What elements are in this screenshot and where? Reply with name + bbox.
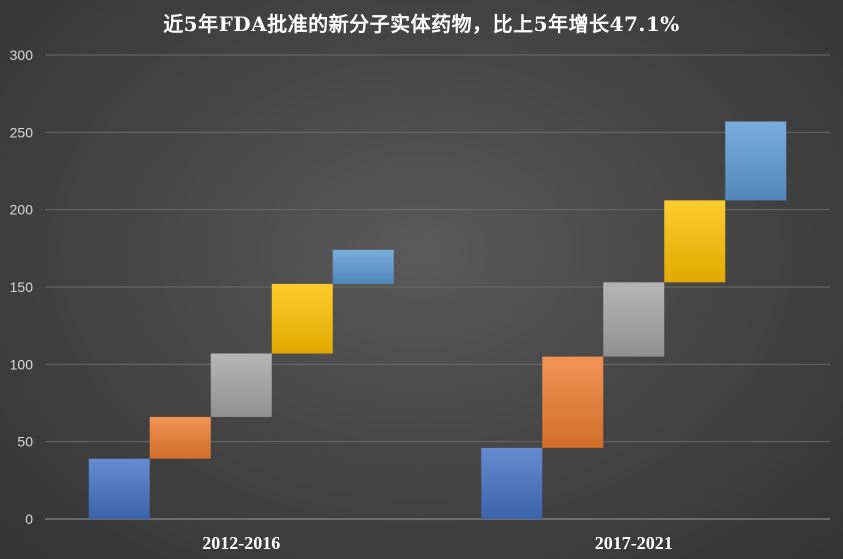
bar-segment (542, 356, 604, 448)
y-tick-label: 300 (10, 47, 34, 63)
bar-segment (725, 121, 787, 201)
y-axis-ticks: 0 50 100 150 200 250 300 (10, 47, 34, 527)
y-tick-label: 150 (10, 279, 34, 295)
chart-title: 近5年FDA批准的新分子实体药物，比上5年增长47.1% (163, 12, 680, 36)
bar-segment (210, 353, 272, 417)
x-tick-label: 2012-2016 (202, 533, 280, 553)
bar-segment (332, 249, 394, 284)
bars (88, 121, 787, 519)
bar-segment (481, 447, 543, 519)
bar-segment (149, 416, 211, 459)
y-tick-label: 0 (25, 511, 33, 527)
bar-segment (271, 283, 333, 354)
bar-segment (88, 458, 150, 519)
y-tick-label: 250 (10, 124, 34, 140)
x-axis-ticks: 2012-2016 2017-2021 (202, 533, 673, 553)
bar-segment (603, 282, 665, 357)
y-tick-label: 50 (17, 434, 33, 450)
bar-segment (664, 200, 726, 283)
x-tick-label: 2017-2021 (595, 533, 673, 553)
y-tick-label: 200 (10, 202, 34, 218)
y-tick-label: 100 (10, 356, 34, 372)
